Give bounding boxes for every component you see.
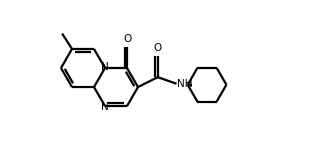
Text: NH: NH (177, 79, 193, 89)
Text: N: N (101, 102, 109, 112)
Text: N: N (100, 62, 108, 73)
Text: O: O (123, 34, 131, 44)
Text: O: O (154, 43, 162, 53)
